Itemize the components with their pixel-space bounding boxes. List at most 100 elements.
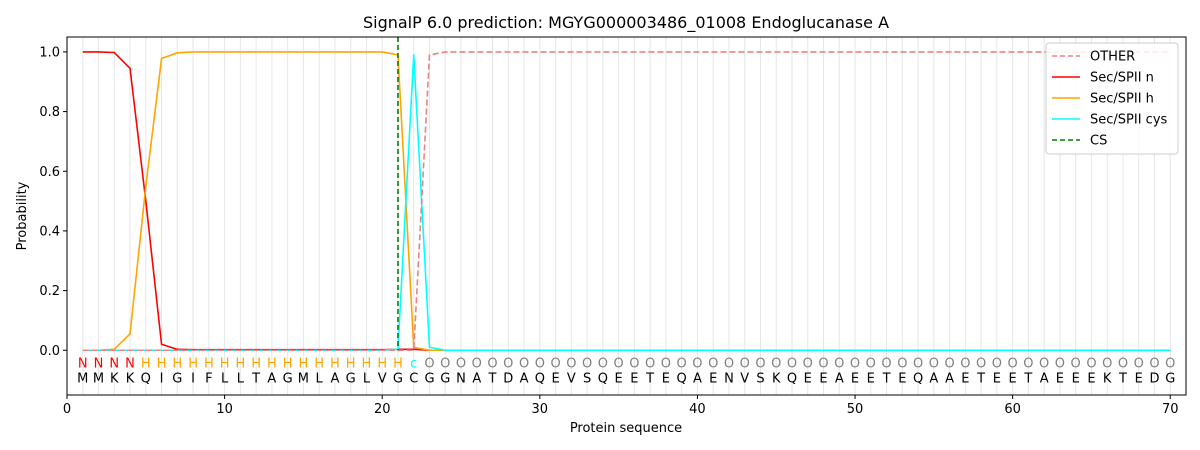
- legend-label: Sec/SPII cys: [1090, 113, 1168, 128]
- predicted-region-label: H: [251, 357, 261, 372]
- predicted-region-label: O: [1086, 357, 1096, 372]
- predicted-region-label: H: [330, 357, 340, 372]
- residue-label: F: [205, 371, 212, 386]
- y-tick-label: 0.2: [39, 284, 60, 299]
- predicted-region-label: O: [1071, 357, 1081, 372]
- predicted-region-label: O: [472, 357, 482, 372]
- residue-label: V: [567, 371, 576, 386]
- residue-label: G: [424, 371, 434, 386]
- residue-label: T: [645, 371, 654, 386]
- x-tick-label: 50: [847, 402, 864, 417]
- predicted-region-label: O: [677, 357, 687, 372]
- residue-label: E: [1135, 371, 1143, 386]
- predicted-region-label: O: [424, 357, 434, 372]
- residue-label: C: [409, 371, 418, 386]
- residue-label: S: [583, 371, 591, 386]
- predicted-region-label: O: [929, 357, 939, 372]
- residue-label: E: [1056, 371, 1064, 386]
- residue-label: E: [709, 371, 717, 386]
- predicted-region-label: H: [299, 357, 309, 372]
- predicted-region-label: N: [125, 357, 135, 372]
- residue-label: Q: [677, 371, 687, 386]
- residue-label: G: [1165, 371, 1175, 386]
- residue-label: Q: [535, 371, 545, 386]
- predicted-region-label: H: [362, 357, 372, 372]
- predicted-region-label: H: [393, 357, 403, 372]
- predicted-region-label: O: [1055, 357, 1065, 372]
- predicted-region-label: O: [992, 357, 1002, 372]
- residue-label: E: [630, 371, 638, 386]
- residue-label: E: [961, 371, 969, 386]
- predicted-region-label: O: [755, 357, 765, 372]
- residue-label: K: [1103, 371, 1112, 386]
- residue-label: A: [330, 371, 339, 386]
- series-line-sec-spii-n: [82, 51, 1171, 352]
- predicted-region-label: O: [629, 357, 639, 372]
- residue-label: I: [191, 371, 195, 386]
- x-tick-label: 40: [689, 402, 706, 417]
- residue-label: S: [756, 371, 764, 386]
- predicted-region-label: O: [661, 357, 671, 372]
- predicted-region-label: O: [1134, 357, 1144, 372]
- predicted-region-label: O: [487, 357, 497, 372]
- predicted-region-label: O: [614, 357, 624, 372]
- predicted-region-label: O: [598, 357, 608, 372]
- x-tick-label: 70: [1162, 402, 1179, 417]
- chart-title: SignalP 6.0 prediction: MGYG000003486_01…: [363, 13, 889, 33]
- residue-label: M: [93, 371, 104, 386]
- residue-label: I: [160, 371, 164, 386]
- predicted-region-label: H: [314, 357, 324, 372]
- y-tick-label: 0.6: [39, 165, 60, 180]
- predicted-region-label: O: [803, 357, 813, 372]
- predicted-region-label: H: [283, 357, 293, 372]
- predicted-region-label: H: [235, 357, 245, 372]
- residue-label: E: [851, 371, 859, 386]
- residue-label: Q: [913, 371, 923, 386]
- residue-label: G: [346, 371, 356, 386]
- y-tick-label: 1.0: [39, 45, 60, 60]
- residue-label: Q: [787, 371, 797, 386]
- predicted-region-label: O: [1118, 357, 1128, 372]
- residue-label: A: [945, 371, 954, 386]
- residue-label: K: [110, 371, 119, 386]
- residue-label: A: [929, 371, 938, 386]
- predicted-region-label: O: [440, 357, 450, 372]
- predicted-region-label: O: [818, 357, 828, 372]
- residue-label: L: [221, 371, 229, 386]
- predicted-region-label: O: [1023, 357, 1033, 372]
- predicted-region-label: N: [78, 357, 88, 372]
- y-tick-label: 0.8: [39, 105, 60, 120]
- residue-label: A: [472, 371, 481, 386]
- residue-label: T: [882, 371, 891, 386]
- legend-label: Sec/SPII n: [1090, 71, 1154, 86]
- predicted-region-label: N: [94, 357, 104, 372]
- series-lines: [82, 51, 1171, 352]
- predicted-region-label: O: [866, 357, 876, 372]
- predicted-region-label: H: [141, 357, 151, 372]
- series-line-sec-spii-h: [82, 51, 1171, 352]
- residue-label: M: [298, 371, 309, 386]
- residue-label: N: [456, 371, 466, 386]
- predicted-region-label: H: [267, 357, 277, 372]
- x-tick-label: 10: [216, 402, 233, 417]
- residue-label: Q: [598, 371, 608, 386]
- predicted-region-label: O: [1165, 357, 1175, 372]
- residue-label: A: [267, 371, 276, 386]
- predicted-region-label: O: [771, 357, 781, 372]
- residue-label: E: [662, 371, 670, 386]
- predicted-region-label: O: [787, 357, 797, 372]
- x-tick-label: 20: [374, 402, 391, 417]
- series-line-other: [82, 51, 1171, 352]
- residue-label: E: [804, 371, 812, 386]
- predicted-region-label: O: [897, 357, 907, 372]
- residue-label: V: [740, 371, 749, 386]
- predicted-region-label: O: [456, 357, 466, 372]
- predicted-region-label: H: [220, 357, 230, 372]
- predicted-region-label: O: [834, 357, 844, 372]
- predicted-region-label: O: [976, 357, 986, 372]
- residue-label: E: [993, 371, 1001, 386]
- predicted-region-label: O: [740, 357, 750, 372]
- predicted-region-label: O: [913, 357, 923, 372]
- legend: OTHER Sec/SPII n Sec/SPII h Sec/SPII cys CS: [1045, 42, 1179, 155]
- residue-label: T: [488, 371, 497, 386]
